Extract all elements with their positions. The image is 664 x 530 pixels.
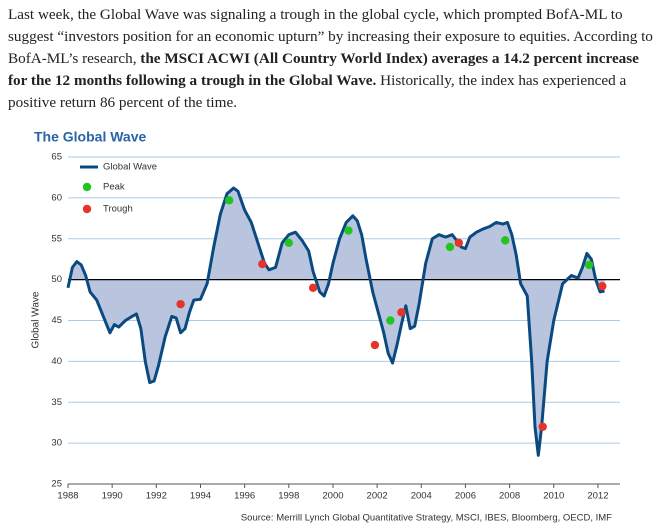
marker bbox=[386, 316, 395, 325]
legend-label: Trough bbox=[103, 204, 133, 215]
marker bbox=[598, 281, 607, 291]
x-tick-label: 2000 bbox=[322, 491, 343, 502]
legend-swatch bbox=[82, 204, 92, 214]
legend-label: Global Wave bbox=[103, 162, 157, 173]
y-tick-label: 65 bbox=[51, 152, 62, 163]
marker bbox=[284, 238, 293, 248]
y-tick-label: 25 bbox=[51, 479, 62, 490]
chart-title: The Global Wave bbox=[34, 129, 146, 145]
marker bbox=[224, 196, 234, 205]
legend-swatch bbox=[82, 182, 92, 192]
x-tick-label: 2008 bbox=[499, 491, 520, 502]
x-tick-label: 1990 bbox=[102, 491, 123, 502]
marker bbox=[370, 340, 380, 350]
y-tick-label: 55 bbox=[51, 233, 62, 244]
text: Historically, the index has experienced … bbox=[8, 72, 627, 111]
marker bbox=[584, 260, 594, 270]
marker bbox=[397, 308, 406, 317]
y-tick-label: 45 bbox=[51, 315, 62, 326]
marker bbox=[454, 238, 464, 248]
y-tick-label: 40 bbox=[51, 356, 62, 367]
x-tick-label: 2004 bbox=[411, 491, 432, 502]
x-tick-label: 2010 bbox=[543, 491, 564, 502]
marker bbox=[445, 242, 455, 252]
line bbox=[66, 186, 605, 457]
y-tick-label: 60 bbox=[51, 192, 62, 203]
y-tick-label: 30 bbox=[51, 438, 62, 449]
y-tick-label: 50 bbox=[51, 274, 62, 285]
x-tick-label: 1992 bbox=[146, 491, 167, 502]
x-tick-label: 2006 bbox=[455, 491, 476, 502]
text: Last week, the Global Wave was signaling… bbox=[8, 6, 653, 67]
legend-label: Peak bbox=[103, 182, 125, 193]
marker bbox=[176, 299, 185, 309]
x-tick-label: 2012 bbox=[587, 491, 608, 502]
marker bbox=[344, 226, 353, 235]
x-tick-label: 1998 bbox=[278, 491, 299, 502]
y-tick-label: 35 bbox=[51, 397, 62, 408]
x-tick-label: 2002 bbox=[367, 491, 388, 502]
marker bbox=[538, 422, 547, 431]
area bbox=[68, 188, 605, 456]
y-axis-label: Global Wave bbox=[31, 291, 42, 348]
x-tick-label: 1988 bbox=[57, 491, 78, 502]
marker bbox=[308, 283, 318, 292]
marker bbox=[500, 236, 510, 245]
x-tick-label: 1994 bbox=[190, 491, 211, 502]
paragraph: Last week, the Global Wave was signaling… bbox=[8, 4, 658, 114]
source: Source: Merrill Lynch Global Quantitativ… bbox=[241, 513, 612, 524]
x-tick-label: 1996 bbox=[234, 491, 255, 502]
bold-text: the MSCI ACWI (All Country World Index) … bbox=[8, 50, 639, 89]
marker bbox=[258, 259, 267, 269]
